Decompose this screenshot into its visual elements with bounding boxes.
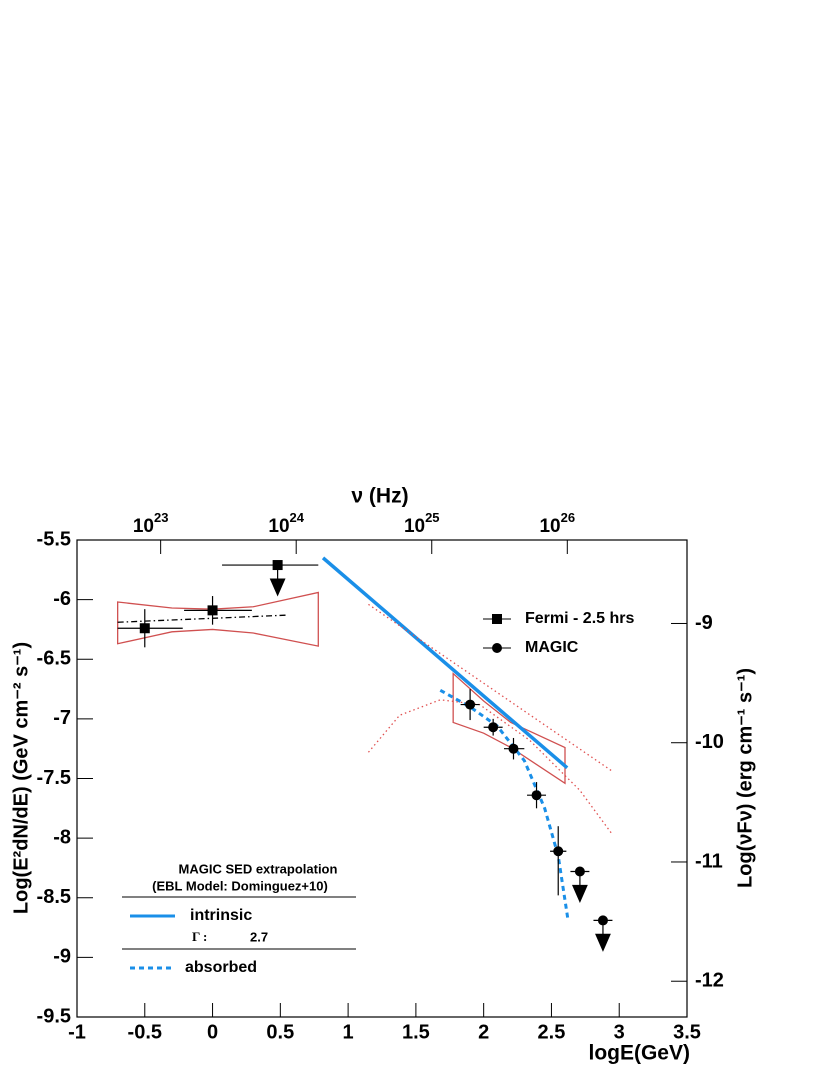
upper-limit-point [272, 560, 283, 571]
y2-tick-label: -12 [695, 970, 724, 992]
y-tick-label: -7.5 [37, 767, 71, 789]
legend-label: absorbed [185, 959, 257, 976]
y-tick-label: -6 [53, 588, 71, 610]
legend-label: MAGIC [525, 639, 579, 656]
x2-tick-exponent: 24 [290, 510, 305, 525]
x-tick-label: -0.5 [128, 1021, 162, 1043]
data-point [508, 743, 519, 754]
y2-axis-title: Log(νFν) (erg cm⁻¹ s⁻¹) [734, 668, 756, 888]
curve [117, 614, 288, 623]
x2-tick-base: 10 [404, 516, 425, 537]
x-tick-label: 2.5 [538, 1021, 566, 1043]
x2-tick-label: 1025 [404, 510, 440, 537]
data-point [531, 790, 542, 801]
x2-tick-label: 1023 [133, 510, 169, 537]
gamma-label: Γ : [192, 929, 207, 944]
data-point [207, 605, 218, 616]
x2-axis-title: ν (Hz) [351, 485, 408, 508]
confidence-band [117, 591, 319, 647]
x2-tick-base: 10 [133, 516, 154, 537]
legend-marker [492, 614, 502, 624]
x-tick-label: 2 [478, 1021, 489, 1043]
data-point [553, 846, 564, 857]
y-tick-label: -8.5 [37, 886, 71, 908]
x-tick-label: 1 [343, 1021, 354, 1043]
x2-tick-label: 1026 [539, 510, 575, 537]
x-tick-label: -1 [68, 1021, 86, 1043]
confidence-band [452, 672, 566, 785]
x-tick-label: 0.5 [266, 1021, 294, 1043]
legend-marker [492, 643, 502, 653]
data-point [465, 699, 476, 710]
curve [439, 688, 570, 919]
y-tick-label: -9.5 [37, 1005, 71, 1027]
x-axis-title: logE(GeV) [588, 1042, 690, 1065]
x-tick-label: 0 [207, 1021, 218, 1043]
y-tick-label: -6.5 [37, 648, 71, 670]
data-point [139, 623, 150, 634]
y2-tick-label: -9 [695, 612, 713, 634]
y-tick-label: -7 [53, 707, 71, 729]
y-axis-title: Log(E²dN/dE) (GeV cm⁻² s⁻¹) [10, 642, 32, 914]
x-tick-label: 3 [614, 1021, 625, 1043]
x2-tick-label: 1024 [268, 510, 304, 537]
x2-tick-base: 10 [539, 516, 560, 537]
y2-tick-label: -11 [695, 850, 723, 872]
x-tick-label: 1.5 [402, 1021, 430, 1043]
legend-label: intrinsic [190, 907, 252, 924]
x2-tick-exponent: 26 [561, 510, 575, 525]
x2-tick-base: 10 [268, 516, 289, 537]
x2-tick-exponent: 23 [154, 510, 168, 525]
x2-tick-exponent: 25 [425, 510, 439, 525]
legend-title: MAGIC SED extrapolation [179, 861, 338, 876]
legend-subtitle: (EBL Model: Dominguez+10) [152, 878, 328, 893]
curve [321, 556, 569, 770]
y-tick-label: -9 [53, 946, 71, 968]
y-tick-label: -8 [53, 826, 71, 848]
data-point [488, 722, 499, 733]
x-tick-label: 3.5 [673, 1021, 701, 1043]
legend-label: Fermi - 2.5 hrs [525, 610, 634, 627]
upper-limit-point [597, 915, 608, 926]
y-tick-label: -5.5 [37, 528, 71, 550]
y2-tick-label: -10 [695, 731, 724, 753]
upper-limit-point [574, 866, 585, 877]
gamma-value: 2.7 [250, 929, 268, 944]
